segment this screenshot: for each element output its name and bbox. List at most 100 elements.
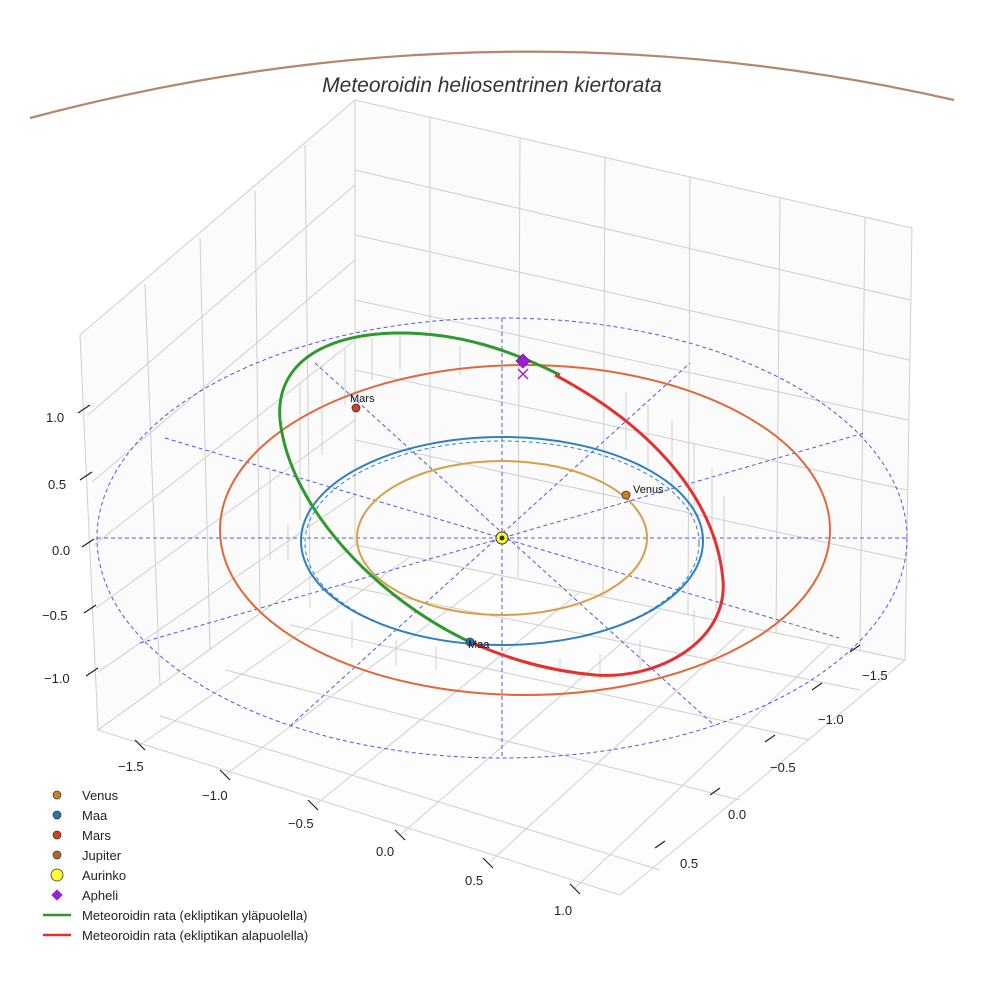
x-tick-label: 0.0	[376, 844, 394, 859]
drop-lines	[269, 334, 725, 680]
legend-label: Jupiter	[82, 847, 122, 863]
x-tick-label: 1.0	[554, 903, 572, 918]
legend-label: Apheli	[82, 887, 119, 903]
mars-marker	[351, 403, 361, 413]
x-tick-mark	[394, 829, 406, 841]
ecliptic-spoke	[289, 362, 691, 727]
floor-grid-line	[159, 715, 661, 871]
grid-line	[91, 259, 356, 483]
legend-dot-icon	[38, 785, 76, 805]
z-tick-mark	[79, 471, 93, 481]
y-tick-label: −1.5	[862, 668, 888, 683]
venus-orbit	[356, 460, 648, 616]
legend-item: Venus	[38, 785, 308, 805]
x-tick-mark	[569, 883, 581, 895]
grid-line	[93, 339, 356, 546]
z-tick-label: 1.0	[46, 410, 64, 425]
earth-marker	[465, 637, 475, 647]
floor-grid-line	[399, 609, 661, 836]
mars-label: Mars	[350, 393, 375, 405]
x-tick-mark	[134, 739, 146, 751]
legend-line-icon	[38, 925, 76, 945]
grid-line	[602, 155, 606, 597]
x-tick-label: −0.5	[288, 816, 314, 831]
earth-label: Maa	[468, 639, 490, 651]
y-tick-label: 0.5	[680, 856, 698, 871]
y-tick-label: −0.5	[770, 760, 796, 775]
grid-line	[354, 369, 908, 491]
legend-item: Apheli	[38, 885, 308, 905]
floor-grid-line	[289, 624, 811, 741]
legend-line-icon	[38, 905, 76, 925]
grid-line	[254, 190, 261, 615]
floor-grid-line	[224, 574, 496, 776]
z-tick-label: 0.5	[48, 477, 66, 492]
aphelion-marker	[515, 353, 531, 369]
floor-grid-line	[489, 627, 746, 863]
legend-label: Maa	[82, 807, 108, 823]
y-tick-mark	[709, 787, 721, 796]
legend-item: Meteoroidin rata (ekliptikan yläpuolella…	[38, 905, 308, 925]
earth-orbit-dashed	[304, 440, 700, 646]
x-tick-mark	[482, 857, 494, 869]
floor-grid-line	[574, 644, 831, 889]
legend-label: Meteoroidin rata (ekliptikan yläpuolella…	[82, 907, 308, 923]
chart-title: Meteoroidin heliosentrinen kiertorata	[322, 74, 662, 97]
y-tick-mark	[849, 644, 861, 653]
legend-item: Mars	[38, 825, 308, 845]
legend-item: Maa	[38, 805, 308, 825]
axes-box	[79, 98, 913, 896]
legend: Venus Maa Mars Jupiter Aurinko Apheli Me…	[38, 785, 308, 945]
legend-label: Meteoroidin rata (ekliptikan alapuolella…	[82, 927, 309, 943]
grid-line	[144, 283, 161, 686]
sun-inner	[499, 535, 505, 541]
z-tick-label: −0.5	[42, 608, 68, 623]
z-tick-mark	[77, 404, 91, 414]
legend-label: Venus	[82, 787, 119, 803]
x-tick-label: −1.5	[118, 759, 144, 774]
z-tick-mark	[83, 604, 97, 614]
legend-item: Aurinko	[38, 865, 308, 885]
ecliptic-spoke	[314, 362, 716, 727]
grid-line	[95, 419, 356, 609]
grid-line	[687, 175, 691, 615]
meteoroid-orbit-below	[469, 373, 725, 677]
x-tick-mark	[219, 769, 231, 781]
legend-dot-icon	[38, 805, 76, 825]
legend-item: Jupiter	[38, 845, 308, 865]
legend-sun-icon	[38, 865, 76, 885]
venus-marker	[621, 490, 631, 500]
legend-item: Meteoroidin rata (ekliptikan alapuolella…	[38, 925, 308, 945]
sun-marker	[495, 531, 509, 545]
z-tick-label: 0.0	[52, 543, 70, 558]
y-tick-label: 0.0	[728, 807, 746, 822]
z-tick-mark	[85, 667, 99, 677]
y-tick-mark	[811, 682, 823, 691]
meteoroid-orbit-above	[278, 331, 561, 644]
grid-line	[304, 144, 311, 581]
x-tick-mark	[307, 799, 319, 811]
y-tick-label: −1.0	[818, 712, 844, 727]
x-tick-label: 0.5	[465, 873, 483, 888]
z-tick-mark	[81, 538, 95, 548]
jupiter-orbit-arc	[29, 50, 955, 120]
y-tick-mark	[764, 734, 776, 743]
grid-line	[354, 439, 907, 561]
venus-label: Venus	[633, 484, 664, 496]
y-tick-mark	[654, 840, 666, 849]
grid-line	[354, 169, 911, 301]
grid-line	[354, 234, 910, 361]
legend-dot-icon	[38, 825, 76, 845]
floor-grid-line	[139, 556, 411, 746]
x-tick-label: −1.0	[202, 788, 228, 803]
tick-marks	[77, 404, 861, 895]
floor-grid-line	[224, 669, 741, 801]
z-tick-label: −1.0	[44, 671, 70, 686]
aphelion-projection-marker	[517, 368, 529, 380]
legend-diamond-icon	[38, 885, 76, 905]
grid-line	[199, 237, 211, 651]
legend-dot-icon	[38, 845, 76, 865]
grid-line	[87, 184, 356, 416]
legend-label: Mars	[82, 827, 111, 843]
